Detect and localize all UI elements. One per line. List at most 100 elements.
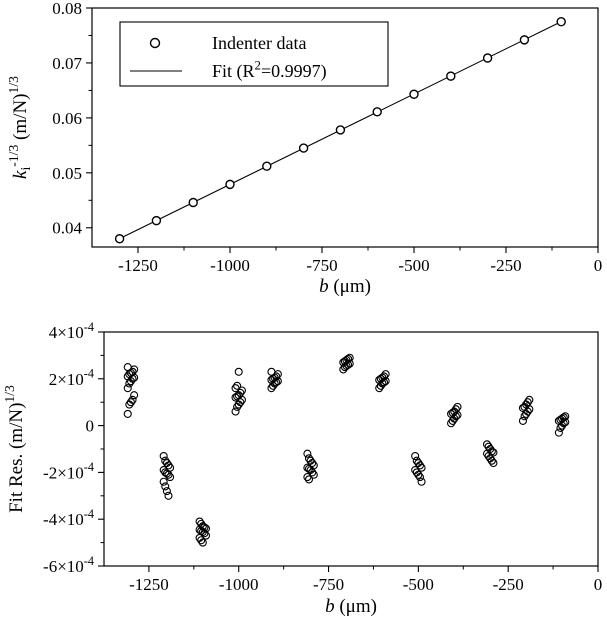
data-point-marker bbox=[446, 71, 456, 81]
residual-point-marker bbox=[451, 405, 460, 414]
fit-residuals-y-axis-label: Fit Res. (m/N)1/3 bbox=[2, 385, 27, 513]
legend-label: Fit (R2=0.9997) bbox=[212, 57, 327, 82]
residual-point-marker bbox=[166, 473, 175, 482]
residual-point-marker bbox=[417, 477, 426, 486]
residual-point-marker bbox=[123, 384, 132, 393]
indenter-calibration-y-axis-label: ki-1/3 (m/N)1/3 bbox=[6, 76, 33, 179]
indenter-calibration-x-tick-label: -500 bbox=[398, 256, 429, 275]
fit-residuals-x-axis-label: b (μm) bbox=[325, 596, 377, 617]
residual-point-marker bbox=[303, 473, 312, 482]
residual-point-marker bbox=[489, 458, 498, 468]
indenter-calibration-x-tick-label: -1250 bbox=[118, 256, 158, 275]
residual-point-marker bbox=[161, 482, 170, 491]
fit-residuals-x-tick-label: 0 bbox=[594, 575, 603, 594]
residual-point-marker bbox=[381, 370, 390, 379]
indenter-calibration-y-tick-label: 0.08 bbox=[52, 0, 82, 18]
residual-point-marker bbox=[345, 353, 354, 362]
residual-point-marker bbox=[414, 470, 423, 479]
legend-box bbox=[119, 21, 389, 87]
data-point-marker bbox=[409, 89, 419, 99]
indenter-calibration-y-tick-label: 0.06 bbox=[52, 109, 82, 128]
residual-point-marker bbox=[128, 395, 137, 404]
indenter-calibration-x-tick-label: -750 bbox=[306, 256, 337, 275]
residual-point-marker bbox=[411, 451, 420, 461]
residual-point-marker bbox=[123, 409, 132, 418]
residual-point-marker bbox=[272, 372, 281, 381]
legend: Indenter data Fit (R2=0.9997) bbox=[119, 21, 389, 87]
residual-point-marker bbox=[128, 367, 137, 376]
data-point-marker bbox=[372, 107, 382, 117]
residual-point-marker bbox=[267, 367, 276, 376]
residual-point-marker bbox=[159, 477, 168, 486]
data-point-marker bbox=[151, 215, 162, 226]
residual-point-marker bbox=[162, 487, 171, 496]
residual-point-marker bbox=[525, 395, 534, 404]
residual-point-marker bbox=[523, 398, 532, 407]
residual-points bbox=[123, 353, 570, 547]
data-point-marker bbox=[335, 125, 346, 135]
legend-label: Indenter data bbox=[212, 33, 306, 53]
residual-point-marker bbox=[559, 413, 568, 422]
fit-residuals-y-tick-label: 0 bbox=[86, 417, 95, 436]
residual-point-marker bbox=[164, 461, 173, 470]
indenter-calibration-frame bbox=[91, 7, 599, 248]
residual-point-marker bbox=[415, 461, 425, 470]
fit-residuals-y-tick-label: 2×10-4 bbox=[49, 367, 94, 389]
indenter-data-points bbox=[114, 17, 566, 244]
data-point-marker bbox=[114, 234, 125, 244]
indenter-calibration-x-tick-label: -1000 bbox=[210, 256, 250, 275]
fit-residuals-y-tick-label: -6×10-4 bbox=[43, 554, 94, 576]
fit-residuals-x-tick-label: -250 bbox=[493, 575, 524, 594]
residual-point-marker bbox=[518, 416, 527, 425]
fit-residuals-y-tick-label: -4×10-4 bbox=[43, 507, 94, 529]
fit-residuals-y-tick-label: -2×10-4 bbox=[43, 460, 94, 482]
fit-residuals-x-tick-label: -1000 bbox=[219, 575, 259, 594]
legend-circle-marker bbox=[149, 37, 161, 49]
fit-residuals-x-tick-label: -750 bbox=[313, 575, 344, 594]
residual-point-marker bbox=[233, 381, 242, 390]
residual-point-marker bbox=[487, 456, 496, 465]
data-point-marker bbox=[262, 161, 272, 171]
fit-residuals-x-tick-label: -1250 bbox=[129, 575, 169, 594]
residual-point-marker bbox=[234, 367, 243, 376]
indenter-calibration: -1250 -1000 -750 -500 -250 0 0.04 0.05 0.06 0.07 0… bbox=[6, 0, 602, 297]
residual-point-marker bbox=[379, 372, 389, 381]
indenter-calibration-x-tick-label: 0 bbox=[594, 256, 603, 275]
data-point-marker bbox=[298, 143, 309, 153]
residual-point-marker bbox=[231, 384, 240, 393]
data-point-marker bbox=[519, 35, 530, 45]
residual-point-marker bbox=[126, 398, 135, 407]
residual-point-marker bbox=[159, 451, 168, 461]
indenter-calibration-y-tick-label: 0.04 bbox=[52, 219, 82, 238]
residual-point-marker bbox=[304, 475, 314, 484]
residual-point-marker bbox=[197, 536, 206, 545]
indenter-calibration-x-tick-label: -250 bbox=[490, 256, 521, 275]
residual-point-marker bbox=[561, 412, 570, 421]
indenter-calibration-x-axis-label: b (μm) bbox=[319, 276, 371, 297]
indenter-calibration-y-tick-label: 0.07 bbox=[52, 54, 82, 73]
data-point-marker bbox=[556, 17, 566, 27]
residual-point-marker bbox=[164, 491, 173, 500]
residual-point-marker bbox=[236, 388, 245, 397]
residual-point-marker bbox=[200, 529, 209, 538]
fit-residuals-x-tick-label: -500 bbox=[403, 575, 434, 594]
data-point-marker bbox=[188, 197, 198, 208]
residual-point-marker bbox=[231, 407, 240, 416]
residual-point-marker bbox=[164, 470, 173, 479]
residual-point-marker bbox=[415, 473, 425, 482]
fit-residuals-y-tick-label: 4×10-4 bbox=[49, 320, 94, 342]
residual-point-marker bbox=[198, 538, 207, 547]
residual-point-marker bbox=[123, 363, 132, 372]
residual-point-marker bbox=[308, 468, 317, 477]
data-point-marker bbox=[482, 53, 493, 63]
data-point-marker bbox=[225, 179, 235, 190]
residual-point-marker bbox=[344, 354, 353, 363]
fit-residuals: -1250 -1000 -750 -500 -250 0 4×10-4 2×10-4 0 -2×1… bbox=[2, 320, 602, 617]
residual-point-marker bbox=[303, 449, 312, 458]
residual-point-marker bbox=[453, 402, 462, 411]
indenter-calibration-y-tick-label: 0.05 bbox=[52, 164, 82, 183]
residual-point-marker bbox=[130, 391, 139, 400]
residual-point-marker bbox=[554, 428, 563, 437]
